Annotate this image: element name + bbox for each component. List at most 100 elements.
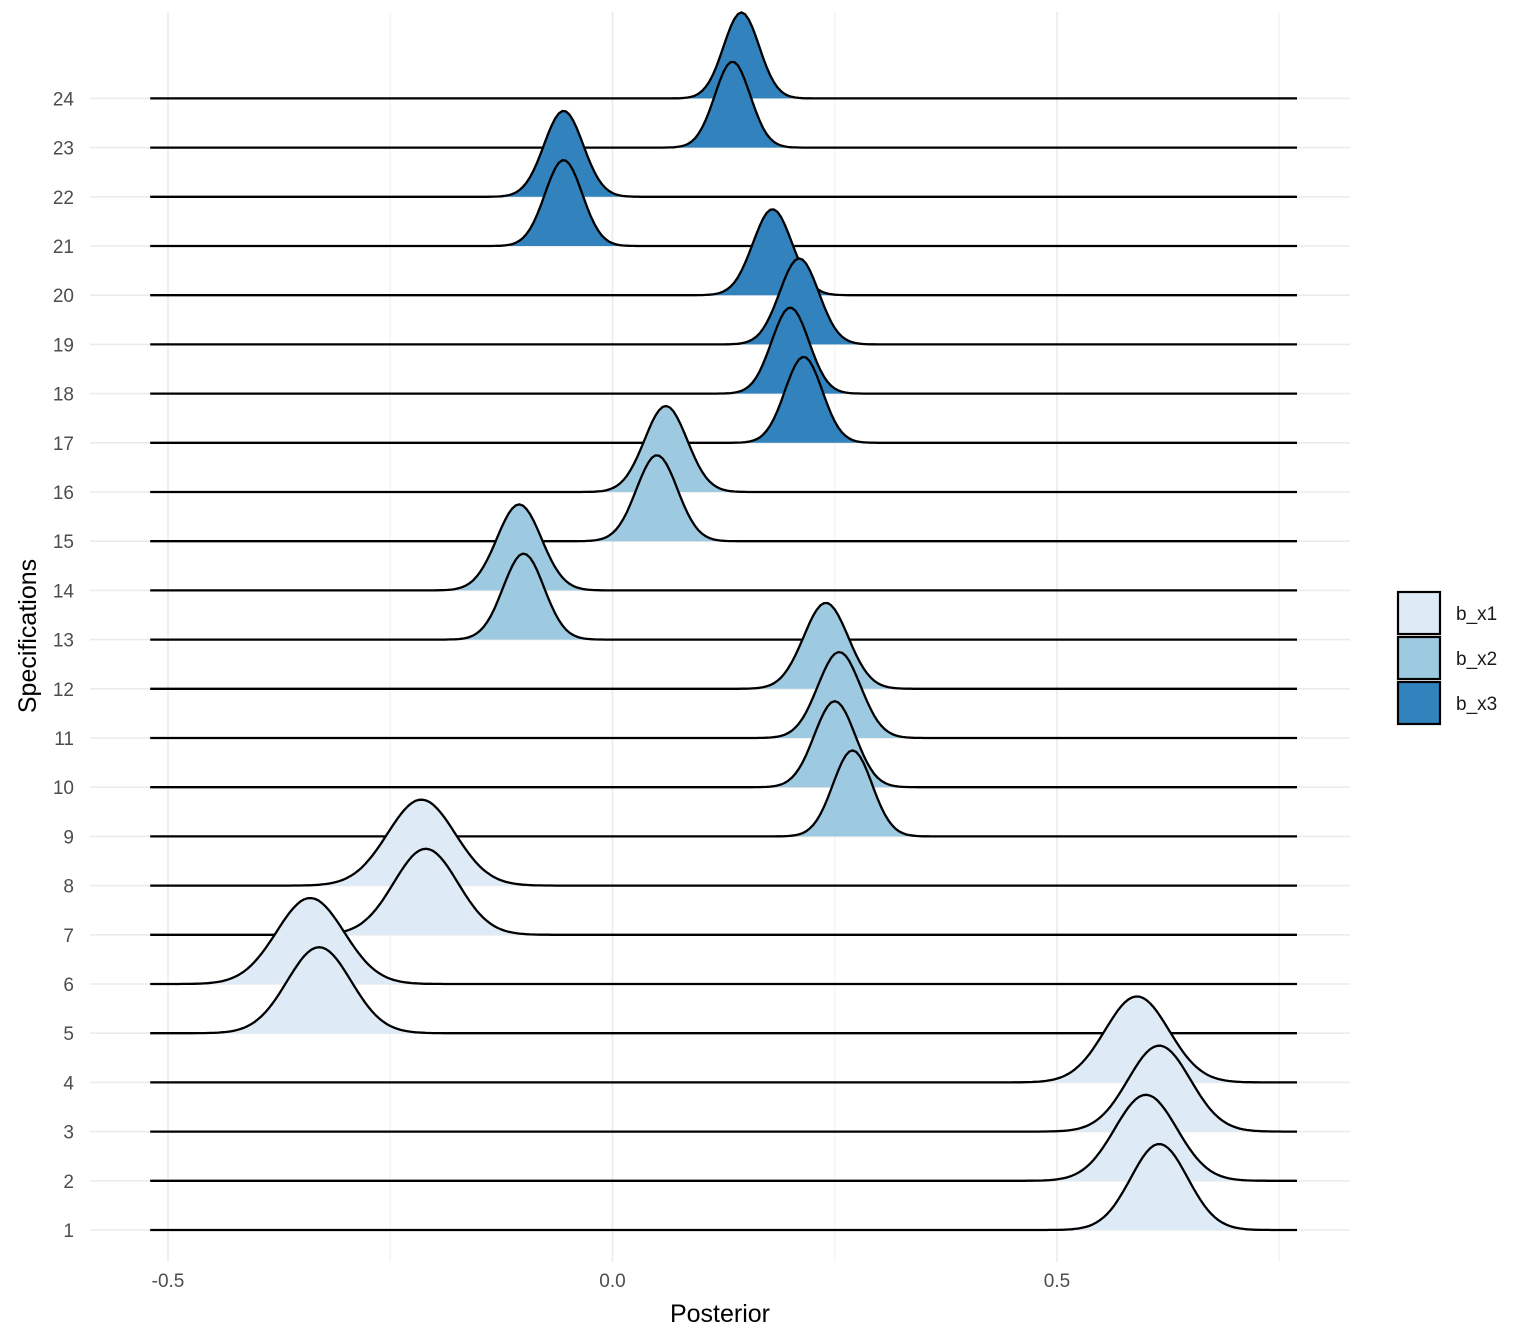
ridge-spec-18 [150, 306, 1298, 395]
ridge-outline [150, 159, 1297, 248]
y-tick-label: 2 [63, 1172, 74, 1193]
ridge-fill [150, 553, 1298, 640]
ridge-spec-1 [150, 1142, 1298, 1232]
ridge-fill [150, 406, 1298, 492]
ridge-fill [150, 307, 1298, 394]
ridge-spec-22 [150, 109, 1298, 198]
ridge-spec-16 [150, 404, 1298, 494]
ridge-fill [150, 209, 1298, 296]
ridge-outline [150, 749, 1297, 838]
ridge-outline [150, 109, 1297, 198]
ridge-outline [150, 454, 1297, 543]
ridge-spec-21 [150, 159, 1298, 248]
legend-item-b_x1: b_x1 [1396, 590, 1497, 636]
ridge-fill [150, 799, 1298, 886]
legend-item-b_x2: b_x2 [1396, 635, 1497, 681]
ridge-outline [150, 257, 1297, 346]
ridge-outline [150, 1142, 1297, 1232]
ridges [150, 11, 1298, 1232]
ridge-spec-17 [150, 355, 1298, 444]
ridge-fill [150, 898, 1298, 984]
ridge-outline [150, 208, 1297, 297]
y-tick-label: 1 [63, 1221, 74, 1242]
y-tick-label: 9 [63, 827, 74, 848]
y-tick-label: 19 [53, 335, 74, 356]
ridge-fill [150, 947, 1298, 1034]
y-tick-label: 21 [53, 237, 74, 258]
x-axis-title: Posterior [670, 1300, 770, 1328]
legend-key [1396, 635, 1442, 681]
ridge-outline [150, 995, 1297, 1084]
y-axis-title: Specifications [14, 559, 42, 713]
ridge-outline [150, 798, 1297, 887]
x-tick-label: 0.0 [599, 1271, 625, 1292]
y-tick-label: 14 [53, 581, 75, 602]
y-tick-label: 7 [63, 926, 74, 947]
ridge-fill [150, 1045, 1298, 1132]
ridge-fill [150, 12, 1298, 99]
ridge-fill [150, 750, 1298, 837]
x-tick-label: -0.5 [152, 1271, 185, 1292]
y-tick-label: 12 [53, 680, 74, 701]
ridge-spec-11 [150, 650, 1298, 740]
ridge-outline [150, 601, 1297, 690]
ridge-outline [150, 306, 1297, 395]
legend-key [1396, 590, 1442, 636]
ridge-spec-13 [150, 552, 1298, 641]
ridge-fill [150, 357, 1298, 443]
ridge-fill [150, 62, 1298, 148]
ridge-spec-15 [150, 454, 1298, 543]
x-tick-labels: -0.5 0.0 0.5 [152, 1271, 1071, 1292]
y-tick-label: 13 [53, 631, 74, 652]
ridge-outline [150, 503, 1297, 592]
legend-label: b_x2 [1456, 649, 1497, 670]
legend: b_x1 b_x2 b_x3 [1396, 590, 1497, 726]
ridge-outline [150, 1044, 1297, 1133]
ridge-spec-20 [150, 208, 1298, 297]
ridge-spec-9 [150, 749, 1298, 838]
y-tick-label: 20 [53, 286, 74, 307]
x-tick-label: 0.5 [1044, 1271, 1070, 1292]
ridge-fill [150, 258, 1298, 345]
y-tick-label: 6 [63, 975, 74, 996]
legend-item-b_x3: b_x3 [1396, 680, 1497, 726]
y-tick-label: 10 [53, 778, 74, 799]
y-tick-label: 23 [53, 139, 74, 160]
y-tick-label: 5 [63, 1024, 74, 1045]
y-tick-label: 16 [53, 483, 74, 504]
ridge-spec-6 [150, 896, 1298, 986]
ridge-spec-24 [150, 11, 1298, 100]
ridge-fill [150, 701, 1298, 788]
y-tick-label: 15 [53, 532, 74, 553]
ridge-spec-19 [150, 257, 1298, 346]
legend-label: b_x1 [1456, 604, 1497, 625]
ridge-fill [150, 848, 1298, 935]
y-tick-label: 22 [53, 188, 74, 209]
y-tick-label: 24 [53, 89, 75, 110]
ridge-outline [150, 1093, 1297, 1182]
ridge-fill [150, 1144, 1298, 1230]
ridge-outline [150, 896, 1297, 986]
ridge-spec-12 [150, 601, 1298, 690]
ridge-fill [150, 160, 1298, 246]
y-tick-label: 17 [53, 434, 74, 455]
legend-key [1396, 680, 1442, 726]
y-tick-label: 8 [63, 877, 74, 898]
ridge-fill [150, 603, 1298, 689]
ridge-fill [150, 504, 1298, 591]
y-tick-label: 3 [63, 1123, 74, 1144]
ridge-spec-10 [150, 700, 1298, 789]
y-tick-label: 4 [63, 1073, 74, 1094]
ridge-outline [150, 700, 1297, 789]
ridge-spec-23 [150, 60, 1298, 149]
ridge-spec-14 [150, 503, 1298, 592]
ridge-spec-3 [150, 1044, 1298, 1133]
ridge-outline [150, 355, 1297, 444]
ridge-fill [150, 455, 1298, 542]
ridge-outline [150, 60, 1297, 149]
ridge-spec-8 [150, 798, 1298, 887]
ridge-fill [150, 652, 1298, 738]
ridge-outline [150, 552, 1297, 641]
